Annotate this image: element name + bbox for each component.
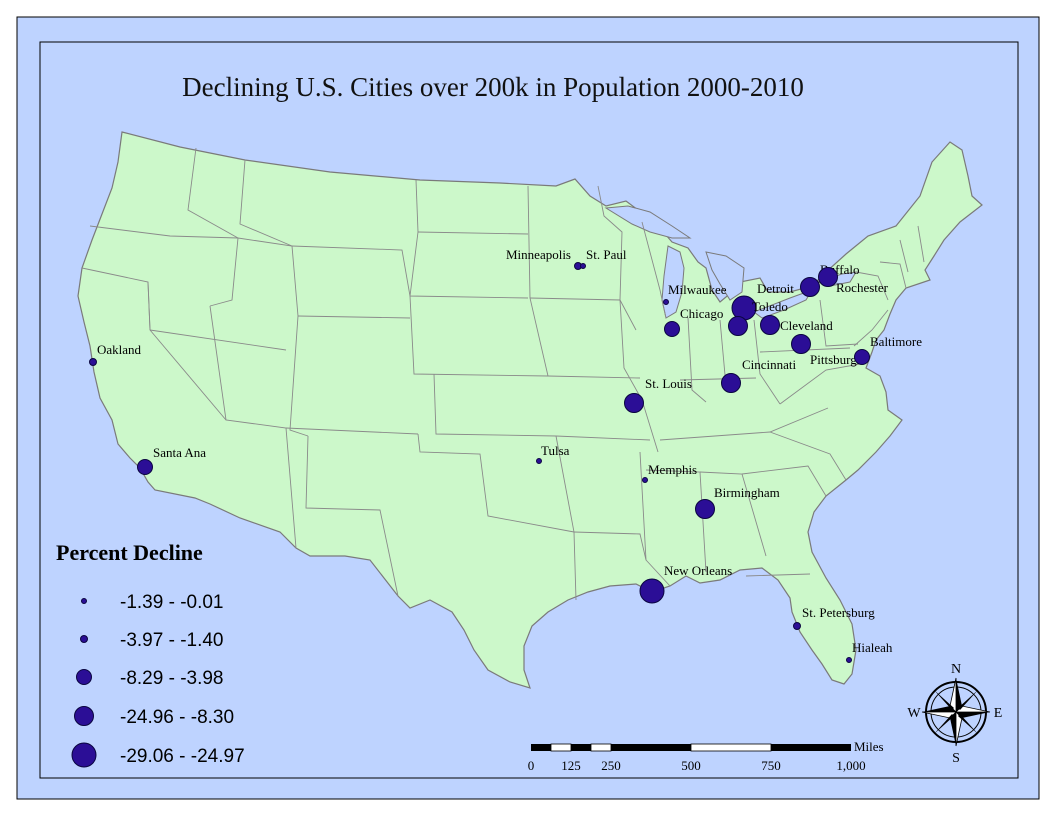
city-baltimore: Baltimore bbox=[854, 334, 922, 365]
city-label: Oakland bbox=[97, 342, 142, 357]
city-tulsa: Tulsa bbox=[536, 443, 570, 464]
city-symbol bbox=[800, 277, 820, 297]
city-hialeah: Hialeah bbox=[846, 640, 893, 663]
map-frame bbox=[39, 41, 1019, 779]
city-symbol bbox=[89, 358, 97, 366]
city-label: Birmingham bbox=[714, 485, 780, 500]
city-label: St. Louis bbox=[645, 376, 692, 391]
legend-symbol bbox=[80, 635, 88, 643]
city-st-paul: St. Paul bbox=[580, 247, 627, 269]
legend-label: -29.06 - -24.97 bbox=[120, 746, 245, 767]
city-symbol bbox=[642, 477, 648, 483]
city-symbol bbox=[793, 622, 801, 630]
scale-tick-label: 500 bbox=[681, 758, 701, 773]
scale-tick-label: 125 bbox=[561, 758, 581, 773]
city-label: Tulsa bbox=[541, 443, 570, 458]
compass-w: W bbox=[907, 706, 921, 721]
city-label: Cleveland bbox=[780, 318, 833, 333]
legend-label: -3.97 - -1.40 bbox=[120, 630, 224, 651]
city-label: Rochester bbox=[836, 280, 889, 295]
legend-symbol bbox=[74, 706, 94, 726]
scale-unit: Miles bbox=[854, 739, 884, 754]
city-symbol bbox=[791, 334, 811, 354]
city-pittsburgh: Pittsburgh bbox=[791, 334, 864, 367]
city-symbols: Minneapolis St. Paul Milwaukee Chicago Detro… bbox=[89, 247, 922, 663]
legend-item: -8.29 - -3.98 bbox=[76, 668, 224, 689]
scale-bar: Miles 0 125 250 500 750 1,000 bbox=[528, 739, 884, 773]
city-milwaukee: Milwaukee bbox=[663, 282, 727, 305]
legend-symbol bbox=[81, 598, 87, 604]
scale-tick-label: 750 bbox=[761, 758, 781, 773]
city-rochester: Rochester bbox=[818, 267, 889, 295]
city-chicago: Chicago bbox=[664, 306, 723, 337]
city-label: Toledo bbox=[752, 299, 788, 314]
city-memphis: Memphis bbox=[642, 462, 697, 483]
compass-s: S bbox=[952, 751, 960, 766]
compass-rose-icon: N S E W bbox=[907, 662, 1002, 766]
scale-tick-label: 250 bbox=[601, 758, 621, 773]
city-symbol bbox=[137, 459, 153, 475]
city-detroit: Detroit bbox=[731, 281, 794, 321]
city-symbol bbox=[580, 263, 586, 269]
city-label: Cincinnati bbox=[742, 357, 797, 372]
map-title: Declining U.S. Cities over 200k in Popul… bbox=[182, 72, 804, 102]
city-label: Minneapolis bbox=[506, 247, 571, 262]
city-symbol bbox=[695, 499, 715, 519]
lake-superior bbox=[604, 205, 692, 239]
legend-item: -24.96 - -8.30 bbox=[74, 706, 234, 728]
city-symbol bbox=[728, 316, 748, 336]
city-symbol bbox=[721, 373, 741, 393]
city-label: Hialeah bbox=[852, 640, 893, 655]
city-label: Detroit bbox=[757, 281, 794, 296]
legend-title: Percent Decline bbox=[56, 540, 203, 565]
city-birmingham: Birmingham bbox=[695, 485, 780, 519]
city-cincinnati: Cincinnati bbox=[721, 357, 797, 393]
legend-item: -3.97 - -1.40 bbox=[80, 630, 224, 651]
city-cleveland: Cleveland bbox=[760, 315, 833, 335]
legend-label: -8.29 - -3.98 bbox=[120, 668, 224, 689]
city-label: Chicago bbox=[680, 306, 723, 321]
city-st-louis: St. Louis bbox=[624, 376, 692, 413]
city-symbol bbox=[536, 458, 542, 464]
compass-n: N bbox=[951, 662, 961, 677]
city-label: St. Petersburg bbox=[802, 605, 875, 620]
scale-tick-label: 1,000 bbox=[836, 758, 865, 773]
city-label: St. Paul bbox=[586, 247, 627, 262]
city-santa-ana: Santa Ana bbox=[137, 445, 206, 475]
legend-label: -1.39 - -0.01 bbox=[120, 592, 224, 613]
city-symbol bbox=[664, 321, 680, 337]
lake-huron bbox=[705, 251, 745, 301]
legend-symbol bbox=[76, 669, 92, 685]
city-label: Pittsburgh bbox=[810, 352, 864, 367]
city-symbol bbox=[846, 657, 852, 663]
city-symbol bbox=[663, 299, 669, 305]
scale-tick-label: 0 bbox=[528, 758, 535, 773]
city-new-orleans: New Orleans bbox=[639, 563, 732, 604]
city-symbol bbox=[639, 578, 665, 604]
city-minneapolis: Minneapolis bbox=[506, 247, 582, 270]
city-symbol bbox=[854, 349, 870, 365]
lake-erie bbox=[752, 289, 814, 319]
legend: Percent Decline -1.39 - -0.01 -3.97 - -1.… bbox=[56, 540, 245, 768]
legend-symbol bbox=[71, 742, 97, 768]
city-symbol bbox=[818, 267, 838, 287]
city-label: Santa Ana bbox=[153, 445, 206, 460]
compass-e: E bbox=[994, 706, 1003, 721]
state-borders bbox=[81, 147, 925, 601]
legend-item: -29.06 - -24.97 bbox=[71, 742, 245, 768]
city-label: Baltimore bbox=[870, 334, 922, 349]
city-label: Memphis bbox=[648, 462, 697, 477]
legend-item: -1.39 - -0.01 bbox=[81, 592, 224, 613]
city-symbol bbox=[760, 315, 780, 335]
city-symbol bbox=[624, 393, 644, 413]
city-label: Milwaukee bbox=[668, 282, 727, 297]
city-oakland: Oakland bbox=[89, 342, 142, 366]
city-toledo: Toledo bbox=[728, 299, 788, 336]
city-st-petersburg: St. Petersburg bbox=[793, 605, 875, 630]
city-label: New Orleans bbox=[664, 563, 732, 578]
legend-label: -24.96 - -8.30 bbox=[120, 707, 234, 728]
